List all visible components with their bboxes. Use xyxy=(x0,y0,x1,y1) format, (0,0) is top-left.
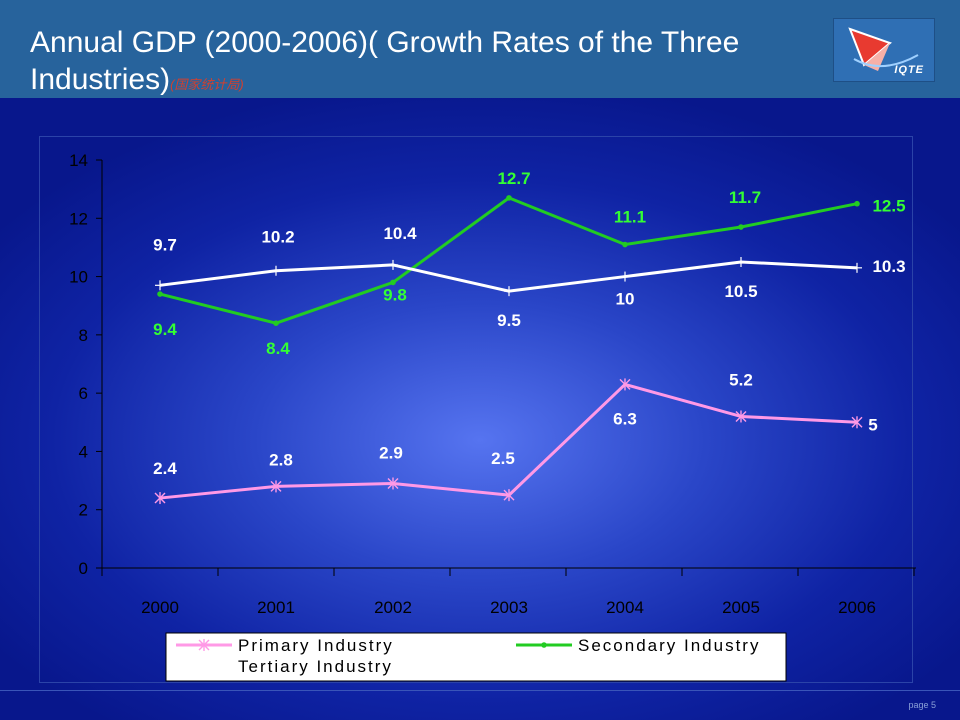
slide-title-text: Annual GDP (2000-2006)( Growth Rates of … xyxy=(30,26,740,96)
data-point xyxy=(390,279,396,286)
data-label: 10.2 xyxy=(261,228,294,247)
x-tick-label: 2006 xyxy=(838,598,876,617)
x-tick-label: 2005 xyxy=(722,598,760,617)
data-label: 9.8 xyxy=(383,285,407,304)
legend-label: Primary Industry xyxy=(238,636,394,655)
y-tick-label: 14 xyxy=(69,151,88,170)
legend-swatch-marker xyxy=(199,661,209,671)
data-point xyxy=(738,224,744,230)
slide-header: Annual GDP (2000-2006)( Growth Rates of … xyxy=(0,0,960,98)
y-tick-label: 0 xyxy=(79,559,88,578)
legend-swatch-marker xyxy=(198,639,210,651)
data-point xyxy=(270,480,282,493)
data-label: 9.5 xyxy=(497,311,521,330)
chart-frame xyxy=(39,136,913,683)
data-label: 11.7 xyxy=(729,188,761,207)
slide-title-note: (国家统计局) xyxy=(170,77,244,92)
slide-background xyxy=(0,98,960,720)
y-tick-label: 12 xyxy=(69,209,88,228)
data-label: 9.7 xyxy=(153,235,177,254)
y-tick-label: 2 xyxy=(79,501,88,520)
data-point xyxy=(154,492,166,505)
data-point xyxy=(619,378,631,391)
series-tertiary-industry: 9.7 10.2 10.4 9.5 10 10.5 10.3 xyxy=(153,224,905,330)
data-point xyxy=(506,195,512,201)
page-number: page 5 xyxy=(908,700,936,710)
series-line xyxy=(159,382,858,500)
x-tick-label: 2000 xyxy=(141,598,179,617)
data-point xyxy=(273,320,279,327)
data-point xyxy=(736,257,746,267)
data-point xyxy=(735,410,747,423)
data-point xyxy=(852,262,862,273)
legend-label: Secondary Industry xyxy=(578,636,760,655)
series-line xyxy=(159,196,858,325)
data-label: 9.4 xyxy=(153,320,177,339)
data-label: 10.3 xyxy=(872,257,905,276)
data-label: 12.5 xyxy=(872,197,905,216)
data-label: 10 xyxy=(616,290,635,309)
data-label: 10.4 xyxy=(383,224,417,243)
data-label: 2.4 xyxy=(153,459,177,478)
data-point xyxy=(504,286,514,297)
data-point xyxy=(271,265,281,276)
data-point xyxy=(387,477,399,490)
logo-arrow-icon xyxy=(848,27,919,71)
y-tick-label: 4 xyxy=(79,442,88,461)
data-label: 5.2 xyxy=(729,370,753,389)
footer-divider xyxy=(0,690,960,691)
x-tick-label: 2002 xyxy=(374,598,412,617)
series-primary-industry: 2.4 2.8 2.9 2.5 6.3 5.2 5 xyxy=(153,370,878,500)
data-label: 11.1 xyxy=(614,208,646,227)
data-label: 5 xyxy=(868,415,877,434)
data-point xyxy=(854,200,860,207)
data-label: 2.8 xyxy=(269,450,293,469)
y-tick-label: 8 xyxy=(79,326,88,345)
chart-legend: Primary Industry Secondary Industry Tertia… xyxy=(165,632,787,682)
data-point xyxy=(851,416,863,429)
data-label: 6.3 xyxy=(613,409,637,428)
data-point xyxy=(622,241,628,248)
slide-title: Annual GDP (2000-2006)( Growth Rates of … xyxy=(30,24,850,103)
y-tick-label: 6 xyxy=(79,384,88,403)
data-label: 8.4 xyxy=(266,339,290,358)
y-tick-label: 10 xyxy=(69,268,88,287)
data-label: 2.5 xyxy=(491,449,515,468)
data-point xyxy=(388,259,398,270)
iqte-logo: IQTE xyxy=(833,18,935,82)
legend-box xyxy=(165,632,787,682)
x-tick-label: 2003 xyxy=(490,598,528,617)
legend-swatch-marker xyxy=(541,642,547,648)
logo-text: IQTE xyxy=(894,64,924,76)
data-label: 10.5 xyxy=(724,282,757,301)
data-point xyxy=(620,271,630,282)
x-tick-label: 2001 xyxy=(257,598,295,617)
data-point xyxy=(155,280,165,291)
x-tick-label: 2004 xyxy=(606,598,644,617)
data-label: 2.9 xyxy=(379,443,403,462)
data-point xyxy=(157,291,163,297)
legend-label: Tertiary Industry xyxy=(238,657,393,676)
data-point xyxy=(503,489,515,502)
data-label: 12.7 xyxy=(497,169,530,188)
